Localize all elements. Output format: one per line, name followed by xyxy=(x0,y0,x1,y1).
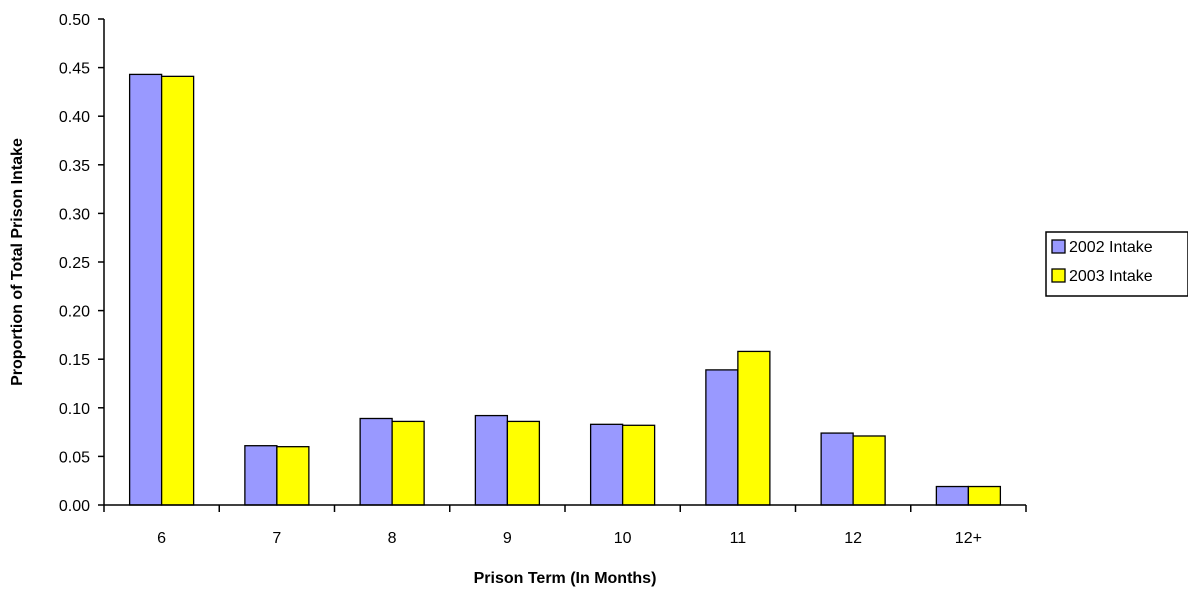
y-tick-label: 0.05 xyxy=(59,449,90,466)
bar-series2-12 xyxy=(852,435,886,506)
y-tick-label: 0.45 xyxy=(59,61,90,78)
bar-series2-9 xyxy=(506,420,541,506)
bar-series1-9 xyxy=(474,414,509,506)
bar-series1-7 xyxy=(244,445,278,506)
bars-group xyxy=(128,73,1002,506)
y-tick-label: 0.35 xyxy=(59,158,90,175)
legend-swatch xyxy=(1051,239,1066,254)
legend: 2002 Intake 2003 Intake xyxy=(1045,231,1188,297)
bar-series2-11 xyxy=(737,350,771,506)
y-tick-label: 0.50 xyxy=(59,12,90,29)
legend-label: 2003 Intake xyxy=(1069,268,1153,285)
x-tick-label: 7 xyxy=(272,530,281,547)
y-tick-label: 0.20 xyxy=(59,304,90,321)
y-tick-label: 0.30 xyxy=(59,206,90,223)
x-axis-ticks: 6 7 8 9 10 11 12 12+ xyxy=(103,505,1027,547)
bar-series1-12 xyxy=(820,432,854,506)
x-tick-label: 6 xyxy=(157,530,166,547)
x-tick-label: 9 xyxy=(503,530,512,547)
bar-series2-8 xyxy=(391,420,425,506)
y-tick-label: 0.40 xyxy=(59,109,90,126)
y-tick-label: 0.10 xyxy=(59,401,90,418)
bar-series1-12+ xyxy=(935,485,970,506)
bar-series2-10 xyxy=(621,424,656,506)
bar-series1-11 xyxy=(705,369,739,506)
x-tick-label: 8 xyxy=(388,530,397,547)
legend-swatch xyxy=(1051,268,1066,283)
legend-box xyxy=(1045,231,1188,297)
x-tick-label: 11 xyxy=(730,530,747,547)
y-axis-title: Proportion of Total Prison Intake xyxy=(9,138,26,386)
legend-label: 2002 Intake xyxy=(1069,239,1153,256)
bar-series1-6 xyxy=(128,73,163,506)
y-tick-label: 0.25 xyxy=(59,255,90,272)
y-tick-label: 0.15 xyxy=(59,352,90,369)
bar-series1-8 xyxy=(359,417,393,506)
bar-series2-7 xyxy=(276,446,310,506)
bar-series2-6 xyxy=(160,75,195,506)
x-tick-label: 12+ xyxy=(955,530,982,547)
x-tick-label: 12 xyxy=(844,530,862,547)
y-axis-ticks: 0.00 0.05 0.10 0.15 0.20 0.25 0.30 0.35 0.40 0.45… xyxy=(59,12,104,515)
y-tick-label: 0.00 xyxy=(59,498,90,515)
x-tick-label: 10 xyxy=(614,530,632,547)
bar-series1-10 xyxy=(589,423,624,506)
bar-series2-12+ xyxy=(967,485,1002,506)
x-axis-title: Prison Term (In Months) xyxy=(474,570,657,587)
